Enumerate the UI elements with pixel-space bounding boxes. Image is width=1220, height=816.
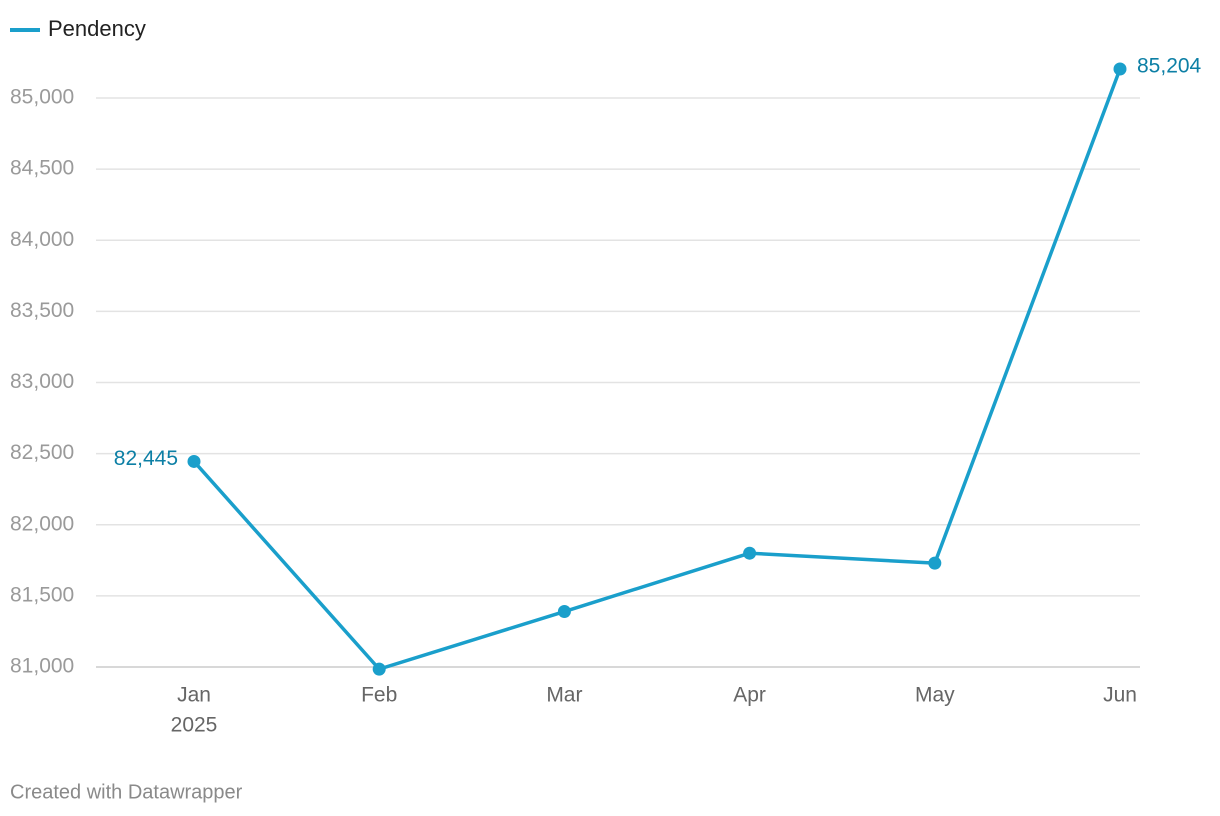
x-tick-label: Mar: [546, 684, 582, 707]
x-tick-label: Apr: [733, 684, 766, 707]
x-tick-label: Jun: [1103, 684, 1137, 707]
data-point: [743, 546, 757, 560]
series-line: [192, 68, 1122, 671]
x-year-label: 2025: [171, 714, 218, 737]
data-point: [1113, 62, 1127, 76]
x-tick-label: Jan: [177, 684, 211, 707]
y-tick-label: 82,500: [10, 441, 74, 464]
value-label: 82,445: [114, 447, 178, 470]
y-tick-label: 81,000: [10, 655, 74, 678]
data-point: [928, 556, 942, 570]
y-tick-label: 84,500: [10, 157, 74, 180]
y-tick-label: 85,000: [10, 86, 74, 109]
data-point: [372, 662, 386, 676]
data-point: [187, 454, 201, 468]
value-label: 85,204: [1137, 55, 1202, 78]
y-tick-label: 83,500: [10, 299, 74, 322]
x-tick-label: May: [915, 684, 955, 707]
legend-label: Pendency: [48, 16, 146, 41]
y-tick-label: 84,000: [10, 228, 74, 251]
data-point: [557, 605, 571, 619]
y-tick-label: 81,500: [10, 583, 74, 606]
footer: Created with Datawrapper: [10, 781, 243, 803]
y-tick-label: 82,000: [10, 512, 74, 535]
x-tick-label: Feb: [361, 684, 397, 707]
y-tick-label: 83,000: [10, 370, 74, 393]
